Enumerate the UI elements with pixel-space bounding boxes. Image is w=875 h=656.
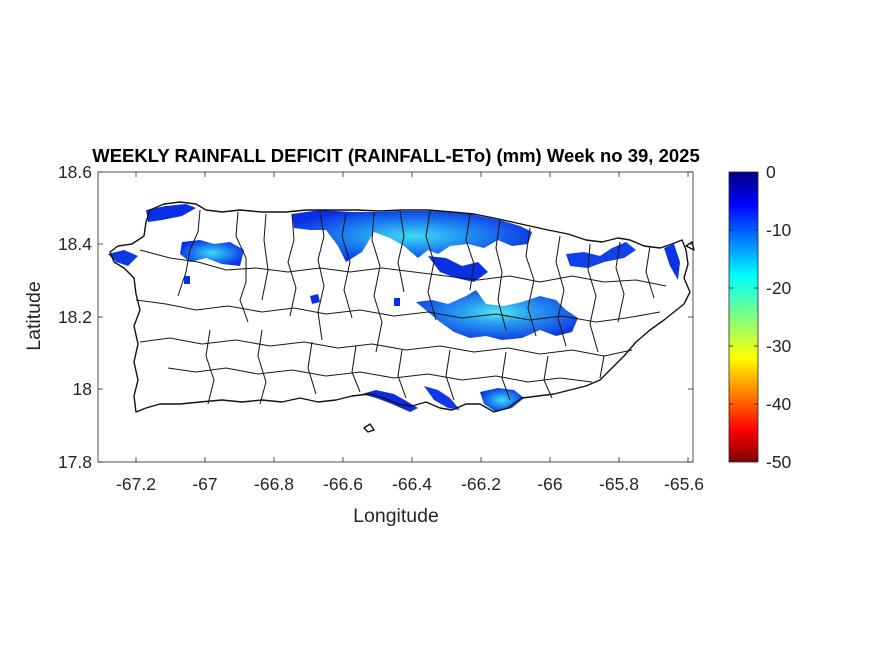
x-tick-label: -66.8 [254,474,294,494]
deficit-patch-south-center-2 [424,386,460,410]
deficit-patch-central-east [416,290,578,340]
deficit-patch-small-b [310,294,320,304]
colorbar-tick-label: -40 [766,394,792,414]
x-axis [135,172,689,462]
y-tick-label: 18.2 [58,307,92,327]
x-tick-label: -67 [192,474,217,494]
y-tick-label: 18.6 [58,162,92,182]
colorbar-tick-label: 0 [766,162,776,182]
x-tick-label: -67.2 [116,474,156,494]
y-tick-label: 17.8 [58,452,92,472]
x-tick-label: -66.2 [461,474,501,494]
deficit-patch-east-coast [664,244,680,280]
y-axis-label: Latitude [23,281,45,350]
deficit-patch-small-a [184,276,190,284]
island-vieques [363,423,375,433]
y-axis [98,171,693,463]
deficit-patch-north-coast [292,210,532,262]
deficit-patch-small-c [394,298,400,306]
x-tick-label: -65.6 [664,474,704,494]
deficit-patch-northwest-coast [146,204,196,222]
x-axis-label: Longitude [353,505,439,527]
colorbar-tick-label: -30 [766,336,792,356]
y-tick-label: 18 [73,379,92,399]
y-tick-label: 18.4 [58,234,92,254]
chart-title: WEEKLY RAINFALL DEFICIT (RAINFALL-ETo) (… [92,145,700,166]
deficit-patch-south-east [480,388,524,412]
colorbar-tick-label: -10 [766,220,792,240]
colorbar [728,171,759,463]
coastline [109,201,691,413]
deficit-patch-north-interior [428,256,488,282]
x-tick-label: -66.4 [392,474,432,494]
deficit-patch-west-coast [108,250,138,266]
x-tick-label: -65.8 [599,474,639,494]
colorbar-tick-label: -20 [766,278,792,298]
deficit-patch-west [180,240,244,266]
x-tick-label: -66.6 [323,474,363,494]
colorbar-tick-label: -50 [766,452,792,472]
x-tick-label: -66 [537,474,562,494]
municipality-boundaries [135,209,667,405]
colorbar-ticks [729,229,758,405]
